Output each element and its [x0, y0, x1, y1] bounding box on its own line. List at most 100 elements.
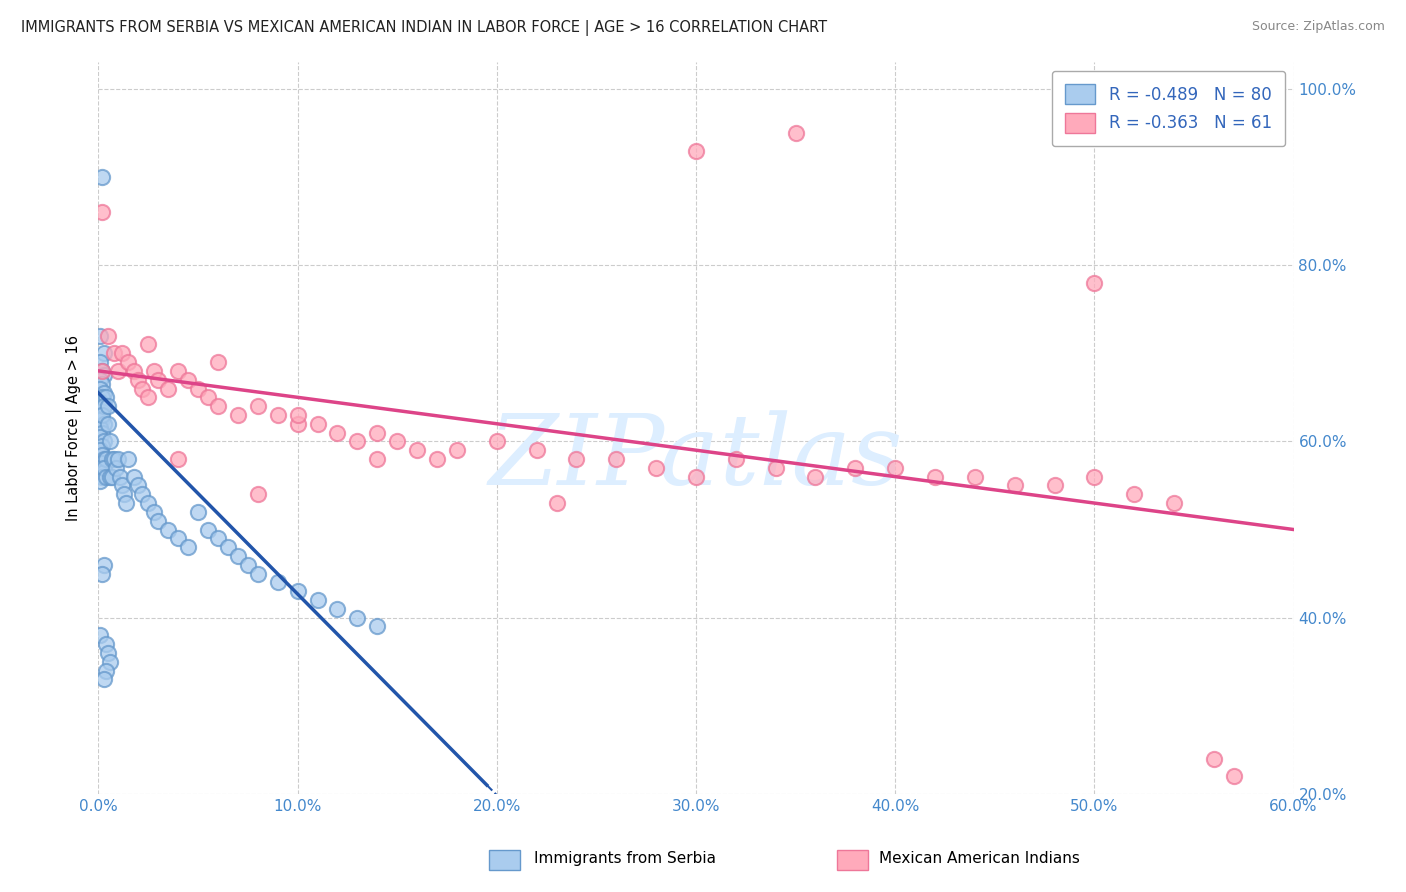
Point [963, 469, 986, 483]
Y-axis label: In Labor Force | Age > 16: In Labor Force | Age > 16 [66, 335, 83, 521]
Point [143, 505, 166, 519]
Point [127, 373, 149, 387]
Point [89, 394, 111, 409]
Point [91, 566, 114, 581]
Point [326, 602, 349, 616]
Point [236, 558, 259, 572]
Point [93, 434, 115, 449]
Point [187, 505, 209, 519]
Point [96, 664, 118, 678]
Point [89, 373, 111, 387]
Point [177, 373, 200, 387]
Point [112, 487, 135, 501]
Point [287, 584, 309, 599]
Point [287, 408, 309, 422]
Point [124, 469, 146, 483]
Point [107, 452, 129, 467]
Point [91, 364, 114, 378]
Point [91, 439, 114, 453]
Text: Immigrants from Serbia: Immigrants from Serbia [534, 851, 716, 865]
Point [91, 169, 114, 184]
Point [136, 337, 159, 351]
Point [197, 390, 219, 404]
Point [117, 452, 139, 467]
Point [93, 399, 115, 413]
Point [93, 385, 115, 400]
Point [93, 399, 115, 413]
Point [91, 377, 114, 392]
Text: Mexican American Indians: Mexican American Indians [879, 851, 1080, 865]
Text: IMMIGRANTS FROM SERBIA VS MEXICAN AMERICAN INDIAN IN LABOR FORCE | AGE > 16 CORR: IMMIGRANTS FROM SERBIA VS MEXICAN AMERIC… [21, 20, 827, 36]
Point [89, 443, 111, 458]
Point [93, 673, 115, 687]
Point [96, 390, 118, 404]
Point [167, 531, 190, 545]
Point [98, 469, 122, 483]
Point [685, 469, 707, 483]
Point [97, 328, 120, 343]
Point [89, 421, 111, 435]
Point [91, 390, 114, 404]
Point [97, 417, 120, 431]
Point [93, 368, 115, 383]
Point [111, 478, 134, 492]
Point [91, 412, 114, 426]
Point [115, 496, 138, 510]
Point [645, 460, 668, 475]
Point [1123, 487, 1146, 501]
Point [98, 434, 122, 449]
Point [117, 355, 139, 369]
Point [148, 514, 170, 528]
Point [105, 460, 128, 475]
Point [93, 465, 115, 479]
Point [346, 610, 368, 624]
Point [406, 443, 429, 458]
Point [565, 452, 588, 467]
Point [1202, 751, 1225, 765]
Point [96, 637, 118, 651]
Point [1163, 496, 1185, 510]
Point [207, 355, 229, 369]
Point [1043, 478, 1066, 492]
Point [177, 540, 200, 554]
Point [804, 469, 827, 483]
Point [131, 382, 153, 396]
Point [91, 205, 114, 219]
Point [605, 452, 627, 467]
Point [131, 487, 153, 501]
Point [366, 452, 388, 467]
Point [197, 523, 219, 537]
Point [267, 408, 290, 422]
Point [226, 549, 249, 563]
Point [346, 434, 368, 449]
Point [93, 452, 115, 467]
Point [143, 364, 166, 378]
Point [785, 126, 807, 140]
Point [91, 469, 114, 483]
Point [326, 425, 349, 440]
Point [91, 457, 114, 471]
Point [89, 474, 111, 488]
Point [1223, 769, 1246, 783]
Point [366, 425, 388, 440]
Point [110, 469, 132, 483]
Point [136, 496, 159, 510]
Point [287, 417, 309, 431]
Point [89, 460, 111, 475]
Point [157, 523, 180, 537]
Point [685, 144, 707, 158]
Point [93, 346, 115, 360]
Point [446, 443, 468, 458]
Point [111, 346, 134, 360]
Point [91, 364, 114, 378]
Point [844, 460, 866, 475]
Point [207, 531, 229, 545]
Point [167, 364, 190, 378]
Point [207, 399, 229, 413]
Text: ZIPatlas: ZIPatlas [489, 409, 903, 505]
Point [124, 364, 146, 378]
Point [91, 403, 114, 417]
Point [89, 628, 111, 642]
Point [924, 469, 946, 483]
Point [307, 417, 329, 431]
